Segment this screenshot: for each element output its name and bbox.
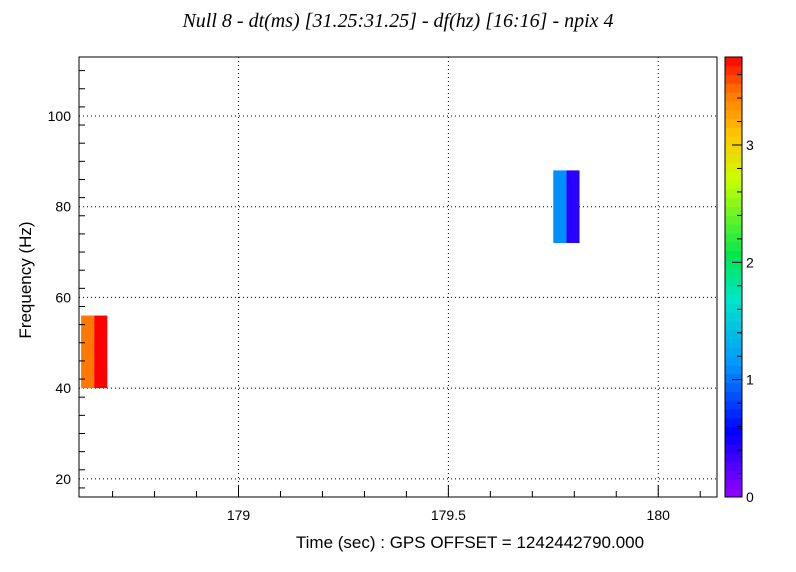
colorbar-segment [725,488,742,498]
colorbar-segment [725,329,742,340]
colorbar-segment [725,268,742,278]
colorbar-segment [725,435,742,445]
colorbar-tick-label: 2 [746,254,754,270]
colorbar-segment [725,145,742,155]
y-axis-label: Frequency (Hz) [16,221,35,339]
colorbar-tick-label: 3 [746,137,754,153]
x-tick-label: 180 [647,507,671,523]
colorbar-segment [725,461,742,472]
colorbar-segment [725,356,742,366]
colorbar-segment [725,65,742,76]
colorbar-segment [725,233,742,243]
x-tick-label: 179.5 [431,507,466,523]
colorbar-segment [725,365,742,375]
chart-title: Null 8 - dt(ms) [31.25:31.25] - df(hz) [… [182,10,614,32]
colorbar-segment [725,409,742,419]
colorbar-tick-label: 0 [746,489,754,505]
colorbar-segment [725,83,742,93]
colorbar-segment [725,153,742,164]
colorbar-segment [725,479,742,489]
x-axis-label: Time (sec) : GPS OFFSET = 1242442790.000 [295,533,645,552]
colorbar-segment [725,453,742,463]
x-tick-label: 179 [227,507,251,523]
colorbar-segment [725,303,742,313]
heatmap-pixel [81,315,95,389]
colorbar-segment [725,382,742,392]
colorbar-segment [725,127,742,137]
heatmap-pixel [553,170,567,243]
colorbar-tick-label: 1 [746,372,754,388]
colorbar-segment [725,136,742,146]
heatmap-pixel [566,170,580,243]
y-tick-label: 60 [55,289,71,305]
colorbar-segment [725,338,742,348]
colorbar-segment [725,206,742,216]
colorbar-segment [725,215,742,225]
colorbar-segment [725,109,742,120]
colorbar-segment [725,180,742,190]
heatmap-pixel [94,315,108,389]
y-tick-label: 40 [55,380,71,396]
colorbar-segment [725,118,742,128]
colorbar-segment [725,285,742,296]
colorbar-segment [725,101,742,111]
colorbar-segment [725,74,742,84]
colorbar-segment [725,224,742,234]
colorbar-segment [725,312,742,322]
colorbar-segment [725,470,742,480]
colorbar-segment [725,391,742,401]
colorbar-segment [725,197,742,208]
colorbar-segment [725,162,742,172]
colorbar-segment [725,241,742,252]
colorbar-segment [725,277,742,287]
colorbar-segment [725,92,742,102]
y-tick-label: 100 [48,108,72,124]
y-tick-label: 20 [55,471,71,487]
y-tick-label: 80 [55,199,71,215]
colorbar-segment [725,294,742,304]
colorbar-segment [725,171,742,181]
colorbar-segment [725,417,742,428]
colorbar-segment [725,250,742,260]
colorbar-segment [725,400,742,410]
colorbar-segment [725,57,742,67]
colorbar-segment [725,189,742,199]
colorbar-segment [725,347,742,357]
colorbar-segment [725,373,742,384]
colorbar-segment [725,444,742,454]
colorbar-segment [725,259,742,269]
plot-frame [78,56,718,498]
colorbar-segment [725,426,742,436]
colorbar-segment [725,321,742,331]
